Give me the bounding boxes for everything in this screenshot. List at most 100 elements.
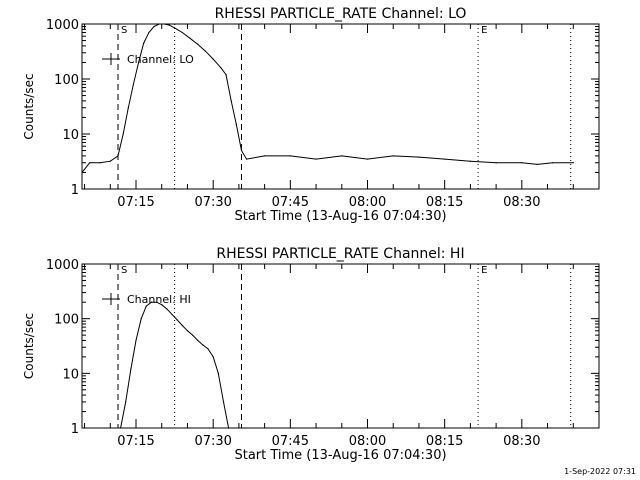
x-tick-label: 07:15	[117, 434, 154, 449]
chart-title: RHESSI PARTICLE_RATE Channel: HI	[216, 246, 464, 262]
data-point	[186, 330, 189, 332]
x-tick-label: 07:30	[194, 195, 231, 210]
data-point	[228, 427, 230, 429]
data-point	[140, 318, 142, 320]
y-tick-label: 1	[71, 183, 79, 198]
data-point	[235, 123, 237, 125]
data-point	[130, 368, 132, 370]
x-tick-label: 08:15	[426, 195, 463, 210]
data-point	[552, 162, 554, 164]
series-line	[120, 301, 230, 429]
x-tick-label: 07:45	[272, 434, 309, 449]
data-point	[148, 31, 150, 34]
chart-panel-hi: RHESSI PARTICLE_RATE Channel: HI 1 10 100 10…	[22, 246, 600, 463]
data-point	[444, 158, 446, 160]
chart-title: RHESSI PARTICLE_RATE Channel: LO	[215, 6, 467, 22]
data-point	[81, 171, 83, 174]
x-tick-label: 07:15	[117, 195, 154, 210]
y-axis-label: Counts/sec	[22, 73, 36, 139]
y-tick-label: 10	[62, 128, 79, 143]
data-point	[161, 304, 163, 306]
data-point	[181, 31, 183, 34]
x-tick-label: 07:30	[194, 434, 231, 449]
data-point	[153, 25, 155, 28]
data-point	[176, 319, 178, 321]
footer-timestamp: 1-Sep-2022 07:31	[564, 467, 636, 476]
data-point	[135, 339, 137, 342]
x-tick-label: 08:00	[349, 195, 386, 210]
data-point	[132, 83, 135, 85]
data-point	[181, 324, 183, 327]
data-point	[158, 23, 160, 25]
y-tick-label: 1	[71, 422, 79, 437]
data-point	[143, 42, 145, 44]
x-tick-label: 08:00	[349, 434, 386, 449]
legend-label: Channel: HI	[127, 293, 191, 306]
data-point	[197, 339, 199, 342]
data-point	[137, 61, 140, 64]
data-point	[207, 348, 209, 350]
data-point	[204, 50, 207, 52]
y-tick-label: 100	[54, 313, 79, 328]
data-point	[197, 43, 199, 45]
x-tick-label: 07:45	[272, 195, 309, 210]
data-point	[212, 356, 214, 358]
data-point	[171, 313, 173, 315]
chart-panel-lo: RHESSI PARTICLE_RATE Channel: LO 1 10 100 10…	[22, 6, 600, 224]
data-point	[117, 155, 119, 157]
data-point	[217, 372, 219, 374]
data-point	[264, 155, 266, 157]
data-point	[192, 334, 194, 336]
y-tick-label: 10	[62, 367, 79, 382]
data-point	[315, 158, 317, 160]
data-point	[202, 344, 204, 346]
data-point	[122, 133, 124, 135]
legend-label: Channel: LO	[127, 53, 194, 66]
x-axis-label: Start Time (13-Aug-16 07:04:30)	[234, 209, 446, 224]
data-point	[240, 149, 243, 152]
data-point	[212, 58, 214, 60]
data-point	[392, 155, 394, 157]
x-axis-label: Start Time (13-Aug-16 07:04:30)	[234, 448, 446, 463]
data-point	[341, 155, 343, 157]
data-point	[230, 100, 232, 102]
event-marker-label: E	[481, 25, 487, 36]
x-tick-label: 08:30	[503, 434, 540, 449]
x-tick-label: 08:30	[503, 195, 540, 210]
event-marker-label: S	[121, 265, 127, 276]
data-point	[220, 67, 222, 69]
y-tick-label: 1000	[46, 258, 79, 273]
data-point	[173, 27, 176, 29]
series-line	[81, 23, 574, 173]
data-point	[99, 162, 101, 164]
data-point	[125, 401, 127, 403]
data-point	[166, 308, 168, 310]
data-point	[127, 107, 129, 109]
plot-frame	[81, 23, 600, 190]
data-point	[246, 158, 248, 160]
event-marker-label: S	[121, 25, 127, 36]
event-marker-label: E	[481, 265, 487, 276]
data-point	[150, 301, 153, 303]
data-point	[521, 162, 523, 164]
data-point	[155, 301, 158, 303]
data-point	[222, 401, 225, 403]
x-tick-label: 08:15	[426, 434, 463, 449]
data-point	[168, 24, 171, 26]
data-point	[89, 162, 91, 164]
y-axis-label: Counts/sec	[22, 313, 36, 379]
data-point	[109, 160, 111, 162]
data-point	[145, 305, 147, 307]
data-point	[572, 162, 574, 164]
data-point	[536, 163, 538, 166]
y-tick-label: 100	[54, 73, 79, 88]
data-point	[163, 23, 165, 25]
data-point	[469, 160, 471, 162]
plot-frame	[81, 263, 600, 429]
y-tick-label: 1000	[46, 18, 79, 33]
data-point	[366, 158, 369, 160]
data-point	[289, 155, 291, 157]
data-point	[225, 74, 227, 76]
data-point	[189, 37, 191, 39]
